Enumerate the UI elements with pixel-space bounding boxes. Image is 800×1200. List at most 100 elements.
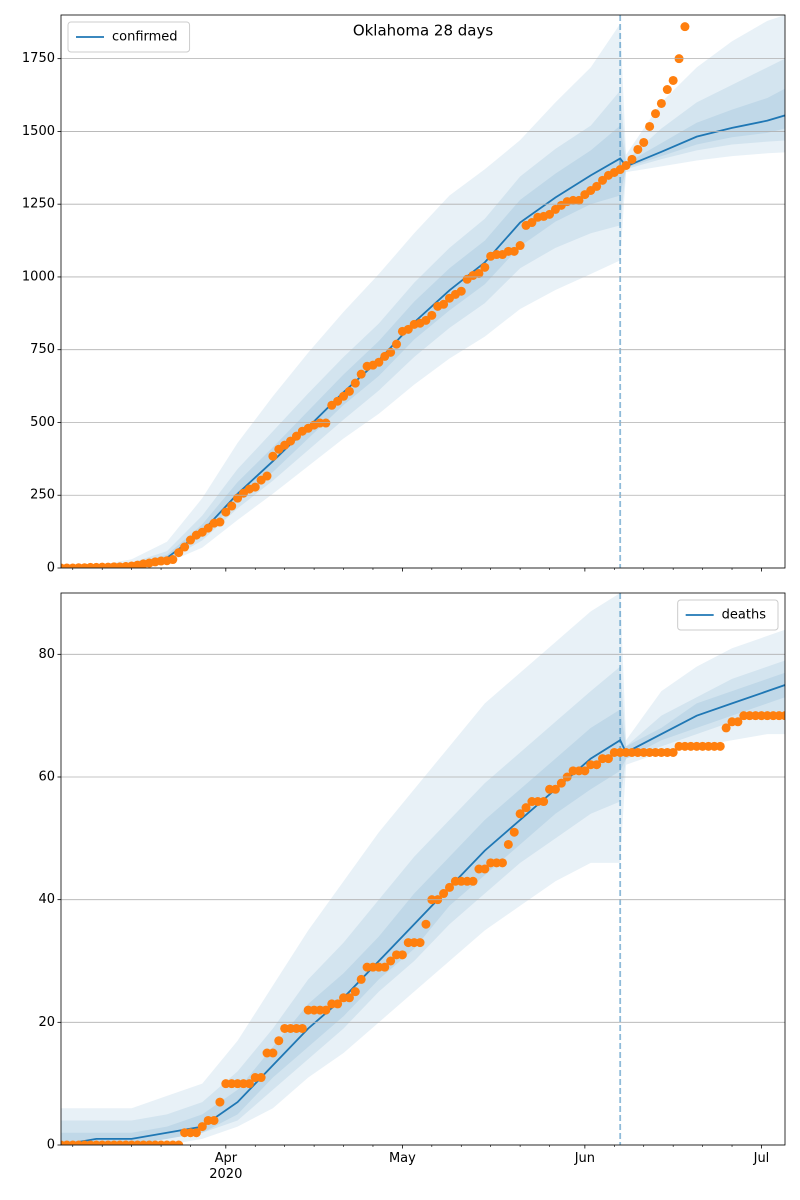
data-point	[480, 262, 490, 272]
data-point	[227, 501, 237, 511]
y-tick-label: 20	[38, 1015, 55, 1030]
data-point	[403, 324, 413, 334]
data-point	[321, 418, 331, 428]
data-point	[350, 378, 360, 388]
uncertainty-band	[61, 593, 785, 1145]
data-point	[556, 778, 566, 788]
data-point	[386, 956, 396, 966]
y-tick-label: 1000	[22, 269, 55, 284]
uncertainty-band	[61, 672, 785, 1145]
uncertainty-band	[61, 88, 785, 568]
data-point	[215, 1097, 225, 1107]
x-tick-label: Jun	[574, 1151, 596, 1166]
data-point	[250, 482, 260, 492]
legend-label: confirmed	[112, 30, 178, 45]
data-point	[497, 858, 507, 868]
data-point	[527, 218, 537, 228]
y-tick-label: 500	[30, 415, 55, 430]
data-point	[268, 451, 278, 461]
data-point	[374, 357, 384, 367]
data-point	[386, 347, 396, 357]
uncertainty-band	[61, 660, 785, 1145]
x-tick-label: Apr 2020	[209, 1151, 243, 1182]
data-point	[668, 75, 678, 85]
data-point	[721, 723, 731, 733]
data-point	[521, 803, 531, 813]
data-point	[733, 717, 743, 727]
data-point	[680, 22, 690, 32]
data-point	[415, 938, 425, 948]
data-point	[603, 754, 613, 764]
data-point	[545, 209, 555, 219]
data-point	[350, 987, 360, 997]
data-point	[174, 1140, 184, 1145]
data-point	[444, 882, 454, 892]
data-point	[339, 391, 349, 401]
data-point	[344, 993, 354, 1003]
x-tick-label: May	[388, 1151, 416, 1166]
legend-box	[67, 21, 191, 53]
y-tick-label: 1250	[22, 197, 55, 212]
data-point	[662, 85, 672, 95]
uncertainty-band	[61, 15, 785, 568]
data-point	[256, 1073, 266, 1083]
data-point	[621, 160, 631, 170]
legend-box	[677, 599, 779, 631]
data-point	[168, 555, 178, 565]
axes-frame	[60, 14, 786, 569]
data-point	[262, 471, 272, 481]
data-point	[344, 386, 354, 396]
data-point	[480, 864, 490, 874]
data-point	[639, 137, 649, 147]
data-point	[592, 760, 602, 770]
y-tick-label: 80	[38, 647, 55, 662]
axes-frame	[60, 592, 786, 1146]
y-tick-label: 60	[38, 770, 55, 785]
y-tick-label: 0	[47, 561, 55, 576]
data-point	[180, 542, 190, 552]
data-point	[244, 1079, 254, 1089]
y-tick-label: 1750	[22, 51, 55, 66]
data-point	[221, 507, 231, 517]
data-point	[539, 797, 549, 807]
legend-label: deaths	[722, 608, 767, 623]
data-point	[286, 436, 296, 446]
data-point	[209, 1115, 219, 1125]
data-point	[715, 741, 725, 751]
data-point	[651, 109, 661, 119]
y-tick-label: 750	[30, 342, 55, 357]
data-point	[321, 1005, 331, 1015]
data-point	[780, 711, 785, 721]
data-point	[515, 809, 525, 819]
data-point	[592, 181, 602, 191]
legend: deaths	[677, 599, 779, 631]
x-tick-label: Jul	[753, 1151, 770, 1166]
data-point	[580, 766, 590, 776]
data-point	[333, 396, 343, 406]
data-point	[439, 889, 449, 899]
data-point	[456, 286, 466, 296]
data-point	[550, 784, 560, 794]
data-point	[509, 827, 519, 837]
data-point	[174, 548, 184, 558]
data-point	[297, 1023, 307, 1033]
data-point	[421, 919, 431, 929]
y-tick-label: 250	[30, 488, 55, 503]
data-point	[574, 195, 584, 205]
y-tick-label: 0	[47, 1138, 55, 1153]
data-point	[185, 535, 195, 545]
data-point	[197, 1122, 207, 1132]
plot-area	[61, 593, 785, 1145]
legend: confirmed	[67, 21, 191, 53]
data-point	[668, 747, 678, 757]
data-point	[427, 310, 437, 320]
data-point	[333, 999, 343, 1009]
data-point	[509, 246, 519, 256]
data-point	[268, 1048, 278, 1058]
data-point	[380, 962, 390, 972]
data-point	[356, 974, 366, 984]
data-point	[503, 839, 513, 849]
data-point	[474, 268, 484, 278]
